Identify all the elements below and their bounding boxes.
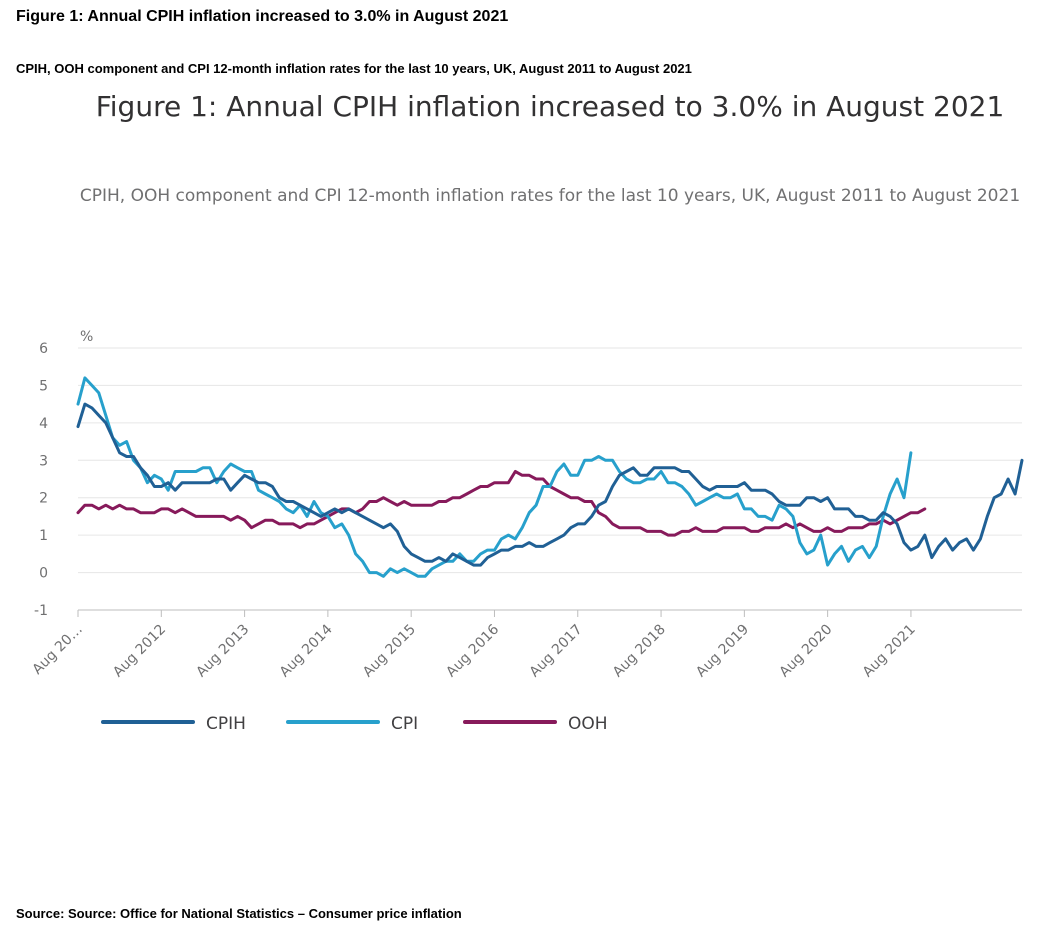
- x-tick-label: Aug 2014: [277, 621, 336, 680]
- axes: -1 0 1 2 3 4 5 6% Aug 20… Aug 2012 Aug 2013 Aug 201…: [30, 329, 1022, 681]
- x-tick-label: Aug 2020: [776, 622, 835, 681]
- x-tick-label: Aug 20…: [30, 622, 86, 678]
- y-tick-label: 2: [39, 491, 48, 507]
- y-axis-unit-label: %: [80, 329, 93, 345]
- y-tick-label: -1: [34, 603, 48, 619]
- x-tick-label: Aug 2019: [693, 622, 752, 681]
- x-tick-label: Aug 2017: [527, 622, 586, 681]
- y-tick-label: 5: [39, 378, 48, 394]
- document-subtitle: CPIH, OOH component and CPI 12-month inf…: [16, 61, 692, 76]
- series-lines: [76, 376, 1024, 578]
- x-tick-label: Aug 2012: [110, 622, 169, 681]
- document-title: Figure 1: Annual CPIH inflation increase…: [16, 8, 509, 25]
- series-line-cpih: [76, 402, 1024, 567]
- y-tick-label: 6: [39, 341, 48, 357]
- series-line-cpi: [76, 376, 913, 578]
- x-tick-label: Aug 2021: [860, 622, 919, 681]
- x-tick-label: Aug 2018: [610, 622, 669, 681]
- legend: CPIH CPI OOH: [101, 714, 608, 734]
- legend-label-cpi: CPI: [391, 714, 418, 734]
- chart-subtitle: CPIH, OOH component and CPI 12-month inf…: [79, 186, 1021, 206]
- series-line-ooh: [76, 470, 927, 537]
- y-tick-label: 4: [39, 416, 48, 432]
- legend-label-ooh: OOH: [568, 714, 608, 734]
- y-tick-label: 0: [39, 566, 48, 582]
- y-tick-label: 1: [39, 528, 48, 544]
- x-tick-label: Aug 2015: [360, 622, 419, 681]
- source-note: Source: Source: Office for National Stat…: [16, 906, 462, 921]
- y-tick-label: 3: [39, 453, 48, 469]
- x-tick-label: Aug 2013: [193, 622, 252, 681]
- chart-title: Figure 1: Annual CPIH inflation increase…: [95, 90, 1005, 123]
- legend-label-cpih: CPIH: [206, 714, 246, 734]
- x-tick-label: Aug 2016: [443, 621, 502, 680]
